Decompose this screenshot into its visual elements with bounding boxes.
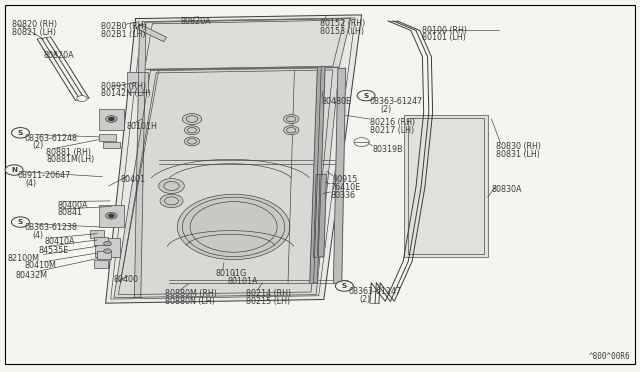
Text: 80400A: 80400A	[58, 201, 88, 210]
Text: 80410A: 80410A	[45, 237, 76, 246]
Text: 80401: 80401	[120, 175, 145, 184]
Circle shape	[12, 128, 29, 138]
Text: 80893 (RH): 80893 (RH)	[101, 82, 147, 91]
Circle shape	[182, 113, 202, 125]
Text: 80410M: 80410M	[24, 261, 56, 270]
Polygon shape	[114, 68, 339, 298]
Text: 80217 (LH): 80217 (LH)	[370, 126, 414, 135]
FancyBboxPatch shape	[103, 142, 120, 148]
Text: 80336: 80336	[330, 191, 355, 200]
Polygon shape	[134, 24, 146, 298]
Text: 80216 (RH): 80216 (RH)	[370, 118, 415, 127]
Text: 80319B: 80319B	[372, 145, 403, 154]
Circle shape	[109, 118, 114, 121]
Text: 80820A: 80820A	[180, 17, 211, 26]
Text: 82100M: 82100M	[8, 254, 40, 263]
Text: (2): (2)	[32, 141, 44, 150]
Circle shape	[77, 96, 87, 102]
Text: 08363-61238: 08363-61238	[24, 223, 77, 232]
Text: N: N	[11, 167, 17, 173]
Text: 80830A: 80830A	[492, 185, 522, 194]
FancyBboxPatch shape	[97, 251, 111, 259]
Text: 08363-61247: 08363-61247	[370, 97, 423, 106]
Text: (2): (2)	[381, 105, 392, 114]
Circle shape	[104, 241, 111, 246]
Text: 802B0 (RH): 802B0 (RH)	[101, 22, 147, 31]
FancyBboxPatch shape	[127, 72, 148, 92]
Circle shape	[104, 249, 111, 253]
Text: 80432M: 80432M	[16, 271, 48, 280]
FancyBboxPatch shape	[94, 260, 108, 268]
Text: 80101A: 80101A	[227, 277, 258, 286]
Circle shape	[184, 137, 200, 146]
Polygon shape	[140, 19, 351, 70]
Circle shape	[159, 179, 184, 193]
Text: 08911-20647: 08911-20647	[18, 171, 71, 180]
FancyBboxPatch shape	[99, 134, 116, 141]
Text: (2): (2)	[360, 295, 371, 304]
Circle shape	[284, 115, 299, 124]
Text: 80820 (RH): 80820 (RH)	[12, 20, 57, 29]
Text: 80841: 80841	[58, 208, 83, 217]
Circle shape	[177, 194, 290, 260]
Text: 802B1 (LH): 802B1 (LH)	[101, 30, 146, 39]
Text: 80480E: 80480E	[322, 97, 352, 106]
Text: 80880M (RH): 80880M (RH)	[165, 289, 217, 298]
Circle shape	[5, 165, 23, 175]
Circle shape	[106, 212, 117, 219]
Text: 80400: 80400	[114, 275, 139, 284]
Circle shape	[106, 116, 117, 122]
Circle shape	[184, 126, 200, 135]
Text: 08363-61248: 08363-61248	[24, 134, 77, 143]
Circle shape	[12, 217, 29, 227]
Text: 80152 (RH): 80152 (RH)	[320, 19, 365, 28]
Text: S: S	[364, 93, 369, 99]
Text: S: S	[342, 283, 347, 289]
Polygon shape	[106, 15, 362, 303]
Text: 80101 (LH): 80101 (LH)	[422, 33, 467, 42]
Circle shape	[357, 90, 375, 101]
FancyBboxPatch shape	[99, 109, 124, 130]
Polygon shape	[314, 174, 326, 257]
Circle shape	[160, 194, 183, 208]
Text: (4): (4)	[26, 179, 36, 187]
Polygon shape	[310, 66, 325, 283]
Text: 80821 (LH): 80821 (LH)	[12, 28, 56, 37]
Text: 80153 (LH): 80153 (LH)	[320, 27, 364, 36]
Text: 80881M(LH): 80881M(LH)	[46, 155, 94, 164]
Text: 76410E: 76410E	[330, 183, 360, 192]
Text: 80830 (RH): 80830 (RH)	[496, 142, 541, 151]
Text: 90915: 90915	[333, 175, 358, 184]
Circle shape	[109, 214, 114, 217]
Text: S: S	[18, 219, 23, 225]
Text: 80101G: 80101G	[215, 269, 246, 278]
Text: 80214 (RH): 80214 (RH)	[246, 289, 292, 298]
Bar	[404, 115, 488, 257]
Circle shape	[354, 138, 369, 147]
Text: ^800^00R6: ^800^00R6	[589, 352, 630, 361]
Circle shape	[284, 126, 299, 135]
Polygon shape	[136, 24, 166, 42]
Bar	[408, 118, 484, 254]
Circle shape	[335, 281, 353, 291]
FancyBboxPatch shape	[94, 237, 108, 245]
FancyBboxPatch shape	[95, 238, 120, 257]
Text: 80101H: 80101H	[127, 122, 157, 131]
Polygon shape	[333, 68, 346, 283]
Text: 80215 (LH): 80215 (LH)	[246, 297, 291, 306]
Text: 80820A: 80820A	[44, 51, 74, 60]
Text: 80831 (LH): 80831 (LH)	[496, 150, 540, 158]
Text: 80100 (RH): 80100 (RH)	[422, 26, 467, 35]
Text: 80880N (LH): 80880N (LH)	[165, 297, 215, 306]
FancyBboxPatch shape	[99, 205, 124, 227]
Text: 80142N (LH): 80142N (LH)	[101, 89, 151, 98]
FancyBboxPatch shape	[90, 230, 104, 238]
Text: 08363-61247: 08363-61247	[349, 287, 402, 296]
Text: S: S	[18, 130, 23, 136]
Text: 84535E: 84535E	[38, 246, 68, 254]
Text: (4): (4)	[32, 231, 43, 240]
Text: 80881 (RH): 80881 (RH)	[46, 148, 91, 157]
